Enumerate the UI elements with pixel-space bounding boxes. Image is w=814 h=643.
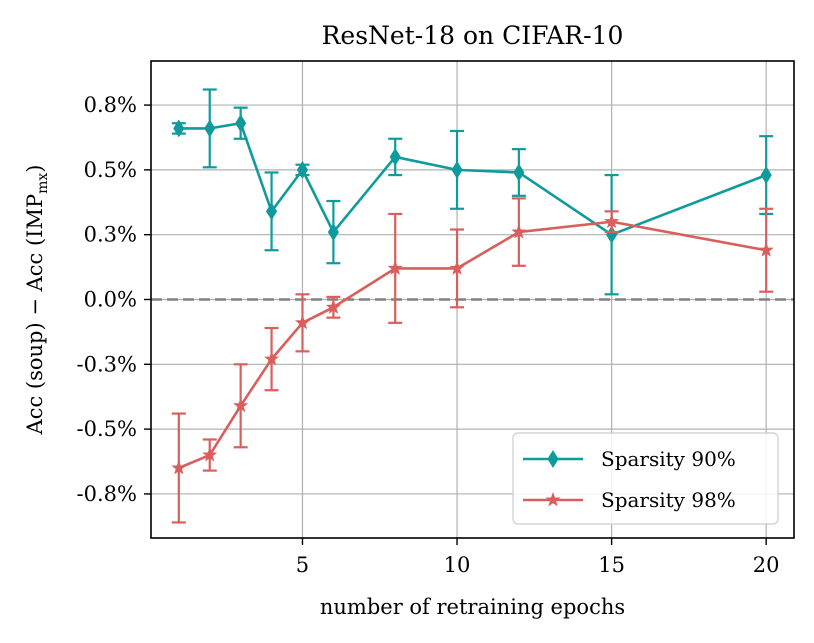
y-tick-label: -0.8% bbox=[77, 482, 137, 506]
data-point bbox=[513, 163, 525, 182]
x-tick-label: 20 bbox=[753, 553, 780, 577]
data-point bbox=[294, 314, 311, 330]
y-tick-label: 0.5% bbox=[84, 158, 137, 182]
chart-title: ResNet-18 on CIFAR-10 bbox=[322, 21, 624, 50]
legend-label: Sparsity 90% bbox=[601, 447, 736, 471]
data-point bbox=[325, 299, 341, 314]
data-point bbox=[389, 147, 401, 166]
data-point bbox=[451, 160, 463, 179]
legend-marker bbox=[545, 492, 561, 507]
x-tick-label: 10 bbox=[444, 553, 471, 577]
data-point bbox=[760, 166, 772, 185]
data-point bbox=[449, 260, 465, 275]
legend-entries: Sparsity 90% Sparsity 98% bbox=[523, 447, 736, 512]
y-tick-label: 0.3% bbox=[84, 223, 137, 247]
legend: Sparsity 90% Sparsity 98% bbox=[512, 432, 779, 525]
y-tick-label: -0.3% bbox=[77, 352, 137, 376]
axis-ticks: 5 10 15 20 0.8% 0.5% 0.3% 0.0% -0.3% -0.5% -0.8% bbox=[77, 93, 780, 577]
series-layer bbox=[171, 88, 774, 524]
data-point bbox=[604, 213, 620, 229]
data-point bbox=[511, 224, 527, 239]
legend-entry-2: Sparsity 98% bbox=[523, 488, 736, 512]
y-axis-title: Acc (soup) − Acc (IMPmx) bbox=[23, 165, 51, 436]
data-point bbox=[204, 119, 216, 138]
data-point bbox=[235, 114, 247, 133]
y-tick-label: 0.8% bbox=[84, 93, 137, 117]
data-point bbox=[233, 397, 249, 413]
x-tick-label: 5 bbox=[296, 553, 309, 577]
data-point bbox=[387, 260, 403, 275]
data-point bbox=[173, 119, 185, 138]
x-axis-title: number of retraining epochs bbox=[320, 595, 625, 619]
data-point bbox=[758, 242, 774, 257]
x-tick-label: 15 bbox=[598, 553, 625, 577]
y-axis-title-close: ) bbox=[23, 165, 47, 173]
data-point bbox=[296, 160, 309, 179]
data-point bbox=[171, 460, 187, 475]
y-tick-label: -0.5% bbox=[77, 417, 137, 441]
legend-entry-1: Sparsity 90% bbox=[523, 447, 736, 471]
legend-marker bbox=[547, 450, 559, 468]
data-point bbox=[202, 447, 218, 462]
y-axis-title-subscript: mx bbox=[35, 173, 51, 194]
data-point bbox=[265, 202, 278, 221]
y-axis-title-main: Acc (soup) − Acc (IMP bbox=[23, 194, 47, 436]
series-2 bbox=[171, 197, 774, 524]
legend-label: Sparsity 98% bbox=[601, 488, 736, 512]
data-point bbox=[327, 223, 339, 242]
y-tick-label: 0.0% bbox=[84, 288, 137, 312]
data-point bbox=[264, 351, 280, 366]
